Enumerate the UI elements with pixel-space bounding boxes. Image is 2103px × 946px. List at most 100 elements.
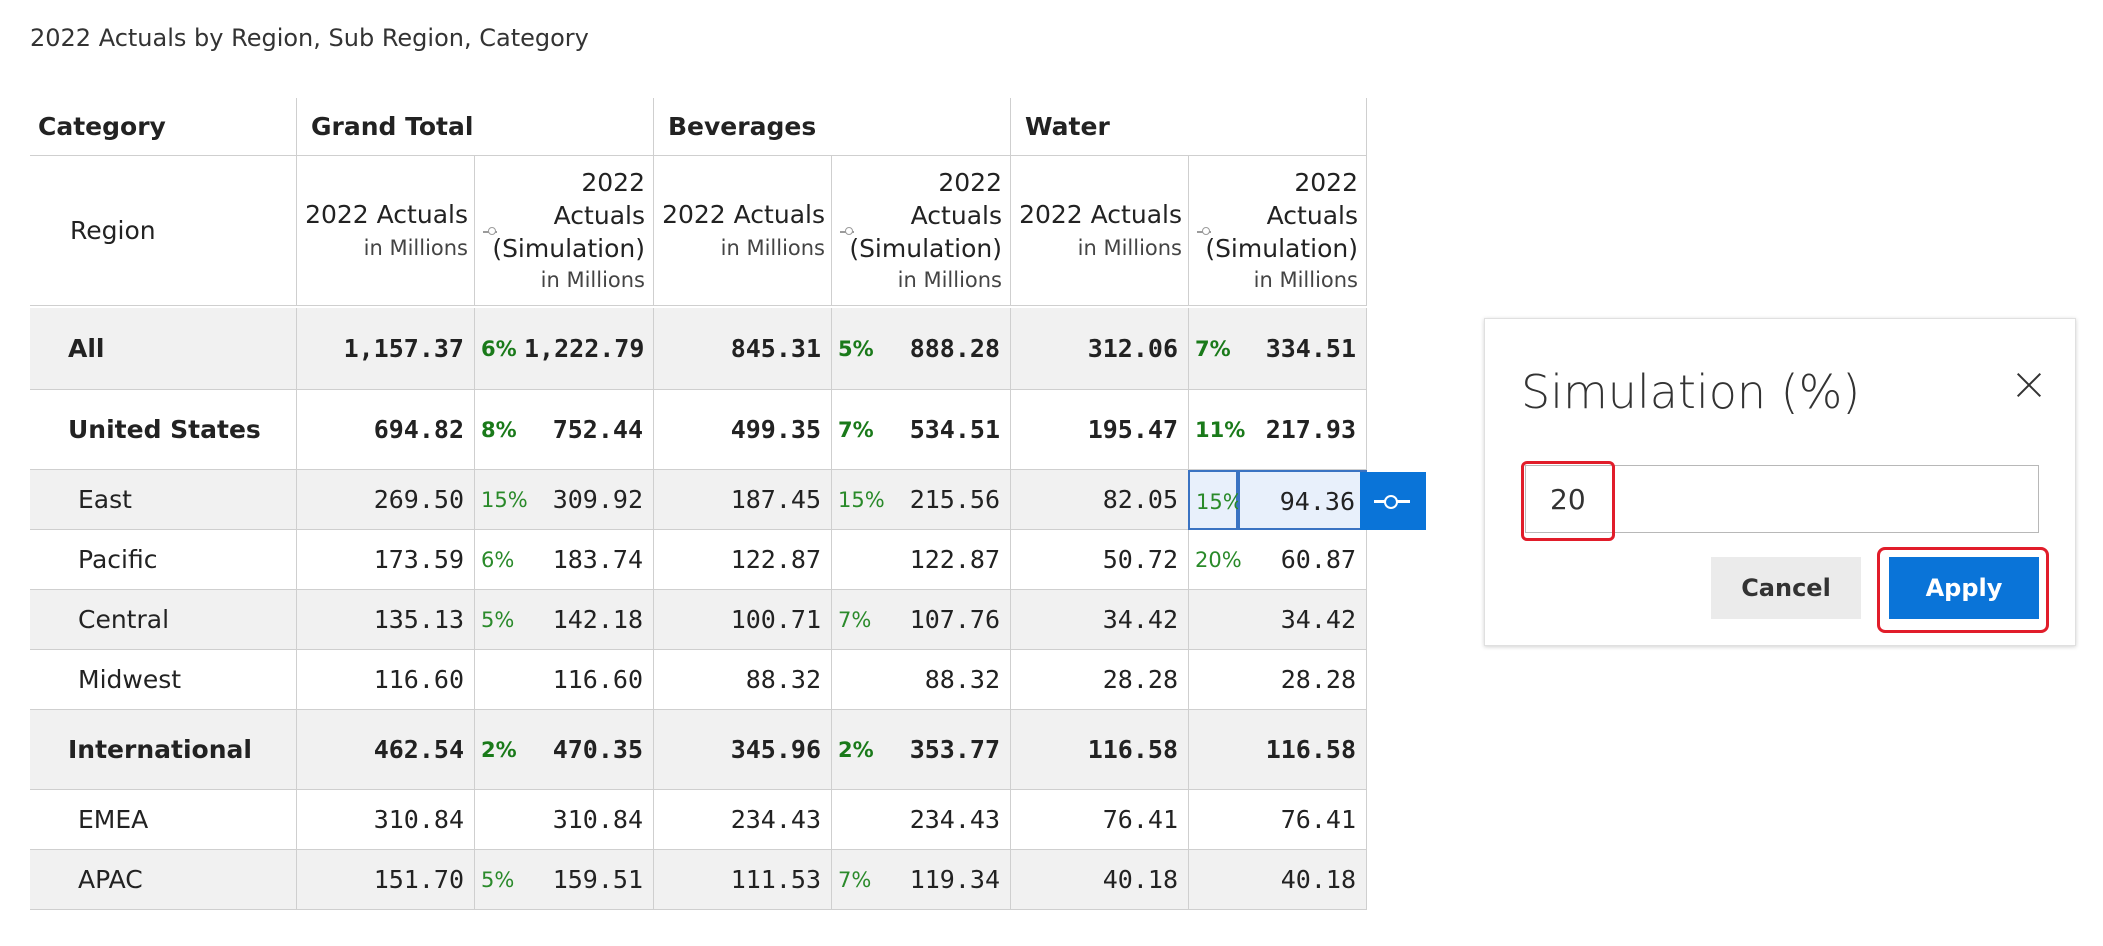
- row-label: East: [30, 470, 296, 530]
- water-header: Water: [1010, 98, 1367, 156]
- value-cell: 534.51: [881, 390, 1010, 470]
- value-cell: 752.44: [524, 390, 653, 470]
- value-cell: 151.70: [296, 850, 474, 910]
- value-cell: 76.41: [1238, 790, 1367, 850]
- value-cell: 40.18: [1010, 850, 1188, 910]
- value-cell: 34.42: [1238, 590, 1367, 650]
- table-row: [30, 710, 1367, 790]
- simulation-label-1: 2022: [581, 168, 645, 197]
- value-cell: 345.96: [653, 710, 831, 790]
- actuals-label: 2022 Actuals: [662, 200, 825, 229]
- value-cell: 159.51: [524, 850, 653, 910]
- value-cell: 470.35: [524, 710, 653, 790]
- change-percent: [1188, 790, 1238, 850]
- value-cell: 76.41: [1010, 790, 1188, 850]
- value-cell: 309.92: [524, 470, 653, 530]
- row-label: APAC: [30, 850, 296, 910]
- table-row: [30, 590, 1367, 650]
- region-header: Region: [30, 156, 296, 306]
- beverages-simulation-header: 2022 Actuals (Simulation) in Millions: [831, 156, 1010, 306]
- cancel-button[interactable]: Cancel: [1711, 557, 1861, 619]
- value-cell: 845.31: [653, 308, 831, 390]
- units-label: in Millions: [1253, 268, 1358, 292]
- value-cell: 462.54: [296, 710, 474, 790]
- change-percent: [1188, 590, 1238, 650]
- value-cell: 119.34: [881, 850, 1010, 910]
- change-percent: 5%: [474, 590, 524, 650]
- row-label: All: [30, 308, 296, 390]
- value-cell: 234.43: [653, 790, 831, 850]
- change-percent: 7%: [1188, 308, 1238, 390]
- value-cell: 353.77: [881, 710, 1010, 790]
- value-cell: 40.18: [1238, 850, 1367, 910]
- units-label: in Millions: [1077, 236, 1182, 260]
- value-cell: 334.51: [1238, 308, 1367, 390]
- value-cell: 173.59: [296, 530, 474, 590]
- value-cell: 195.47: [1010, 390, 1188, 470]
- change-percent: 7%: [831, 850, 881, 910]
- change-percent: 15%: [474, 470, 528, 530]
- value-cell: 234.43: [881, 790, 1010, 850]
- value-cell: 122.87: [653, 530, 831, 590]
- change-percent: [831, 790, 881, 850]
- value-cell: 122.87: [881, 530, 1010, 590]
- simulation-trigger-button[interactable]: [1360, 472, 1426, 530]
- table-row: [30, 308, 1367, 390]
- change-percent: [474, 790, 524, 850]
- water-actuals-header: 2022 Actuals in Millions: [1010, 156, 1188, 306]
- change-percent: [1188, 710, 1238, 790]
- value-cell: 60.87: [1238, 530, 1367, 590]
- value-cell: 312.06: [1010, 308, 1188, 390]
- change-percent: 6%: [474, 530, 524, 590]
- units-label: in Millions: [720, 236, 825, 260]
- value-cell: 310.84: [296, 790, 474, 850]
- value-cell: 215.56: [881, 470, 1010, 530]
- simulation-label-3: (Simulation): [849, 234, 1002, 263]
- value-cell: 50.72: [1010, 530, 1188, 590]
- value-cell: 217.93: [1238, 390, 1367, 470]
- dialog-title: Simulation (%): [1521, 365, 1861, 419]
- row-label: International: [30, 710, 296, 790]
- units-label: in Millions: [540, 268, 645, 292]
- row-label: United States: [30, 390, 296, 470]
- apply-button[interactable]: Apply: [1889, 557, 2039, 619]
- simulation-label-2: Actuals: [553, 201, 645, 230]
- simulation-label-3: (Simulation): [492, 234, 645, 263]
- value-cell: 269.50: [296, 470, 474, 530]
- value-cell: 1,222.79: [524, 308, 653, 390]
- grand-total-header: Grand Total: [296, 98, 653, 156]
- water-simulation-header: 2022 Actuals (Simulation) in Millions: [1188, 156, 1367, 306]
- grand-total-actuals-header: 2022 Actuals in Millions: [296, 156, 474, 306]
- value-cell: 88.32: [881, 650, 1010, 710]
- simulation-link-icon: [1374, 495, 1410, 509]
- change-percent: [474, 650, 524, 710]
- table-row: [30, 470, 1367, 530]
- simulation-label-3: (Simulation): [1205, 234, 1358, 263]
- value-cell: 183.74: [524, 530, 653, 590]
- simulation-label-2: Actuals: [910, 201, 1002, 230]
- close-icon[interactable]: [2013, 369, 2045, 401]
- value-cell: 142.18: [524, 590, 653, 650]
- change-percent: 2%: [831, 710, 881, 790]
- change-percent: 5%: [474, 850, 524, 910]
- change-percent: 2%: [474, 710, 524, 790]
- value-cell: 100.71: [653, 590, 831, 650]
- page-title: 2022 Actuals by Region, Sub Region, Cate…: [30, 24, 589, 52]
- simulation-label-1: 2022: [1294, 168, 1358, 197]
- change-percent: [1188, 650, 1238, 710]
- value-cell: 187.45: [653, 470, 831, 530]
- value-cell: 694.82: [296, 390, 474, 470]
- change-percent: 11%: [1188, 390, 1245, 470]
- value-cell: 1,157.37: [296, 308, 474, 390]
- simulation-input[interactable]: 20: [1525, 465, 2039, 533]
- table-row: [30, 850, 1367, 910]
- change-percent: 15%: [831, 470, 885, 530]
- value-cell: 28.28: [1010, 650, 1188, 710]
- value-cell: 116.60: [524, 650, 653, 710]
- value-cell: 94.36: [1238, 470, 1367, 530]
- change-percent: 15%: [1188, 470, 1243, 530]
- simulation-dialog: Simulation (%) 20 Cancel Apply: [1484, 318, 2076, 646]
- simulation-label-2: Actuals: [1266, 201, 1358, 230]
- row-label: Central: [30, 590, 296, 650]
- change-percent: 8%: [474, 390, 524, 470]
